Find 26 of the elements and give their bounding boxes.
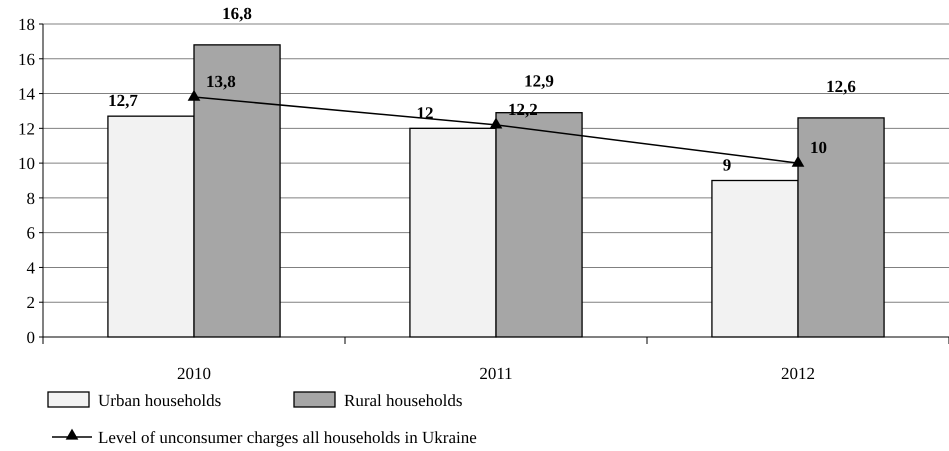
x-tick-label: 2012 xyxy=(781,364,815,383)
data-label: 13,8 xyxy=(206,72,236,92)
data-label: 9 xyxy=(722,156,732,174)
y-tick-label: 10 xyxy=(18,154,35,174)
data-label: 12,6 xyxy=(826,76,856,96)
point xyxy=(188,90,200,101)
x-tick-label: 2011 xyxy=(479,364,513,383)
legend-label: Level of unconsumer charges all households in Ukraine xyxy=(98,428,477,447)
x-tick-label: 2010 xyxy=(177,364,211,383)
y-tick-label: 8 xyxy=(26,188,35,208)
y-tick-label: 12 xyxy=(18,119,35,138)
data-label: 16,8 xyxy=(222,4,252,23)
y-tick-label: 14 xyxy=(18,84,36,104)
data-label: 12,7 xyxy=(108,91,138,110)
data-label: 10 xyxy=(810,138,827,158)
y-tick-label: 16 xyxy=(18,50,35,69)
point xyxy=(792,156,804,167)
y-tick-label: 4 xyxy=(26,258,36,278)
point xyxy=(490,118,502,129)
y-tick-label: 0 xyxy=(26,328,35,347)
data-label: 12,9 xyxy=(524,72,554,91)
y-tick-label: 18 xyxy=(18,15,35,34)
legend-label: Rural households xyxy=(344,391,463,410)
y-tick-label: 6 xyxy=(26,224,35,243)
y-tick-label: 2 xyxy=(26,293,35,312)
legend-label: Urban households xyxy=(98,391,222,410)
